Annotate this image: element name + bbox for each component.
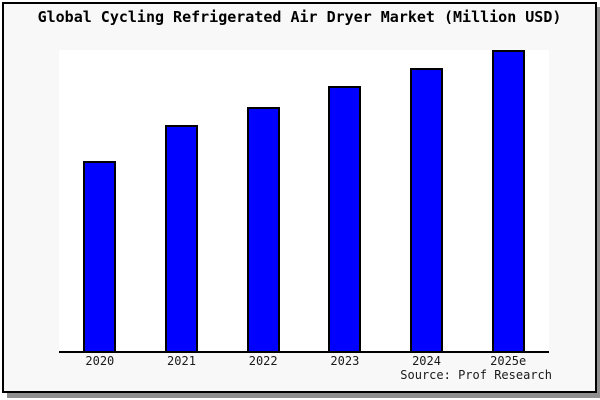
x-tick-label-2025e: 2025e [490,354,527,368]
x-tick-label-2021: 2021 [167,354,196,368]
x-tick-label-2024: 2024 [412,354,441,368]
plot-area [59,50,549,351]
bar-slot [386,50,468,351]
bar-2021 [165,125,198,351]
bar-2024 [410,68,444,351]
chart-figure: Global Cycling Refrigerated Air Dryer Ma… [2,2,597,393]
x-tick-label-2022: 2022 [248,354,278,368]
bar-2020 [83,161,117,351]
bar-slot [304,50,386,351]
x-axis-line [59,351,549,353]
x-tick-label-2023: 2023 [330,354,360,368]
x-tick-label-2020: 2020 [85,354,115,368]
x-axis-tick-labels: 2020 2021 2022 2023 2024 2025e [59,354,549,368]
bar-slot [467,50,549,351]
bar-slot [222,50,304,351]
chart-title: Global Cycling Refrigerated Air Dryer Ma… [37,8,562,26]
bar-slot [59,50,141,351]
bar-2022 [246,107,280,351]
bar-series [59,50,549,351]
bar-2023 [328,86,362,351]
bar-slot [141,50,223,351]
source-label: Source: Prof Research [400,368,552,382]
bar-2025e [491,50,525,351]
